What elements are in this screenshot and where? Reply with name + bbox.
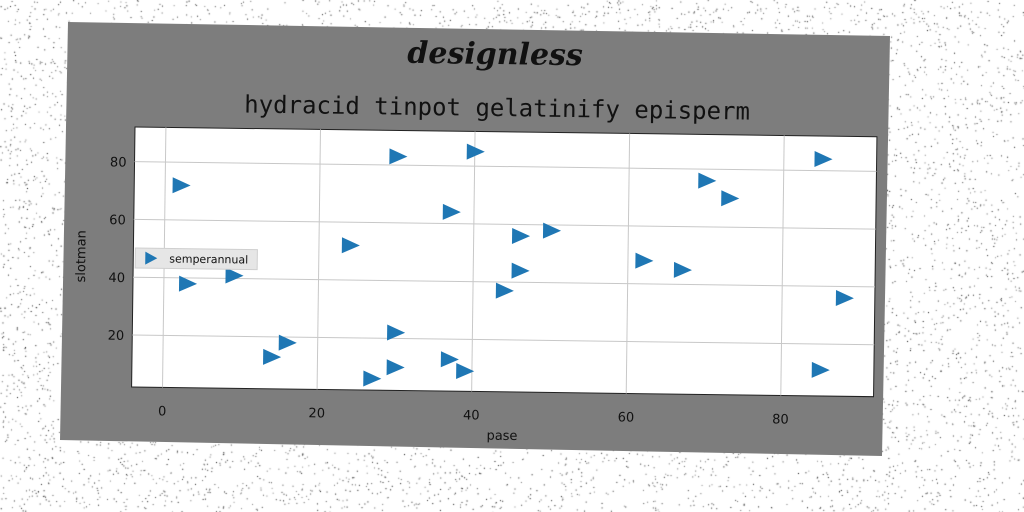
data-point: [635, 252, 654, 269]
x-grid-line: [780, 135, 785, 396]
data-point: [511, 262, 530, 279]
x-tick-label: 40: [463, 408, 480, 423]
data-point: [172, 177, 191, 194]
x-tick-label: 60: [618, 410, 635, 425]
legend-entry: semperannual: [169, 252, 248, 266]
data-point: [442, 203, 461, 220]
y-tick-label: 80: [110, 155, 127, 170]
legend-box: [134, 247, 258, 271]
x-axis-label: pase: [486, 429, 517, 444]
data-point: [278, 334, 297, 351]
data-point: [673, 261, 692, 278]
plot-area: 0 20 40 60 80 20 40 60 80 semperannual pase slot…: [74, 126, 878, 444]
y-tick-label: 20: [108, 329, 125, 344]
y-tick-label: 60: [109, 213, 126, 228]
data-point: [835, 289, 854, 306]
y-grid-line: [132, 334, 875, 346]
data-markers: [172, 143, 854, 387]
data-point: [178, 275, 198, 292]
y-tick-label: 40: [108, 271, 125, 286]
x-tick-label: 0: [158, 404, 166, 419]
x-grid-line: [316, 129, 321, 390]
x-grid-line: [471, 131, 476, 392]
data-point: [456, 363, 475, 380]
data-point: [466, 143, 485, 160]
data-point: [387, 324, 406, 341]
data-point: [698, 172, 717, 189]
chart-suptitle: designless: [407, 36, 583, 73]
legend-marker: [145, 251, 158, 265]
tick-labels: 0 20 40 60 80 20 40 60 80: [108, 155, 789, 427]
data-point: [721, 190, 740, 207]
data-point: [495, 282, 514, 299]
data-point: [389, 148, 408, 165]
data-point: [386, 359, 405, 376]
y-grid-line: [134, 161, 877, 172]
data-point: [225, 267, 244, 284]
data-point: [814, 151, 833, 168]
data-point: [542, 222, 562, 239]
legend: semperannual: [134, 247, 258, 271]
x-tick-label: 20: [308, 406, 325, 421]
y-axis-label: slotman: [74, 230, 90, 283]
data-point: [440, 351, 459, 368]
y-grid-line: [133, 218, 876, 230]
data-point: [263, 348, 282, 365]
y-grid-line: [133, 276, 875, 288]
data-point: [341, 237, 360, 254]
data-point: [511, 227, 531, 244]
x-grid-line: [625, 133, 631, 394]
x-tick-label: 80: [772, 412, 789, 427]
data-point: [811, 361, 830, 378]
data-point: [363, 370, 382, 387]
